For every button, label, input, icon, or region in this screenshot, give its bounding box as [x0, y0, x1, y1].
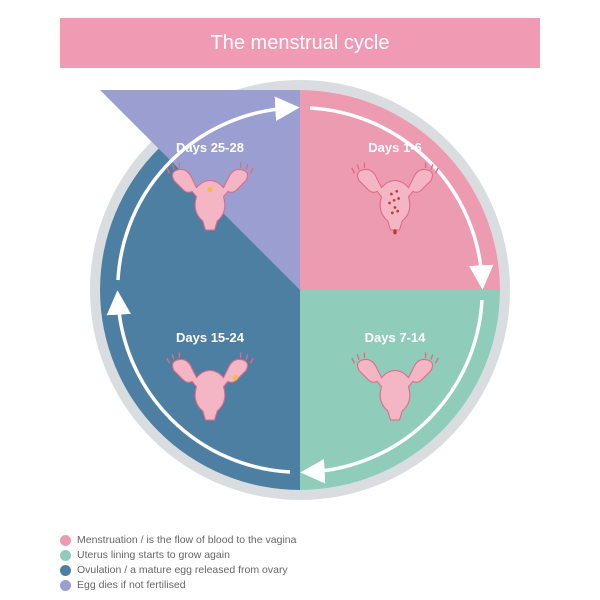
legend-dot — [60, 550, 71, 561]
legend-dot — [60, 565, 71, 576]
cell-days-25-28: Days 25-28 — [145, 140, 275, 241]
title-banner: The menstrual cycle — [60, 18, 540, 68]
label-days-7-14: Days 7-14 — [330, 330, 460, 345]
legend-item-egg-dies: Egg dies if not fertilised — [60, 579, 296, 591]
legend-text: Egg dies if not fertilised — [77, 579, 186, 591]
cell-days-1-6: Days 1-6 — [330, 140, 460, 241]
legend-text: Menstruation / is the flow of blood to t… — [77, 534, 296, 546]
uterus-icon — [350, 161, 440, 236]
legend: Menstruation / is the flow of blood to t… — [60, 534, 296, 594]
cell-days-15-24: Days 15-24 — [145, 330, 275, 431]
legend-item-menstruation: Menstruation / is the flow of blood to t… — [60, 534, 296, 546]
cell-days-7-14: Days 7-14 — [330, 330, 460, 431]
page-title: The menstrual cycle — [211, 32, 390, 55]
label-days-15-24: Days 15-24 — [145, 330, 275, 345]
legend-item-ovulation: Ovulation / a mature egg released from o… — [60, 564, 296, 576]
uterus-icon — [350, 351, 440, 426]
uterus-icon — [165, 161, 255, 236]
cycle-chart: Days 1-6 Days 7-14 Days 15-24 Days 25-28 — [90, 80, 510, 500]
legend-text: Uterus lining starts to grow again — [77, 549, 230, 561]
label-days-25-28: Days 25-28 — [145, 140, 275, 155]
legend-text: Ovulation / a mature egg released from o… — [77, 564, 288, 576]
uterus-icon — [165, 351, 255, 426]
legend-item-lining: Uterus lining starts to grow again — [60, 549, 296, 561]
legend-dot — [60, 580, 71, 591]
label-days-1-6: Days 1-6 — [330, 140, 460, 155]
legend-dot — [60, 535, 71, 546]
